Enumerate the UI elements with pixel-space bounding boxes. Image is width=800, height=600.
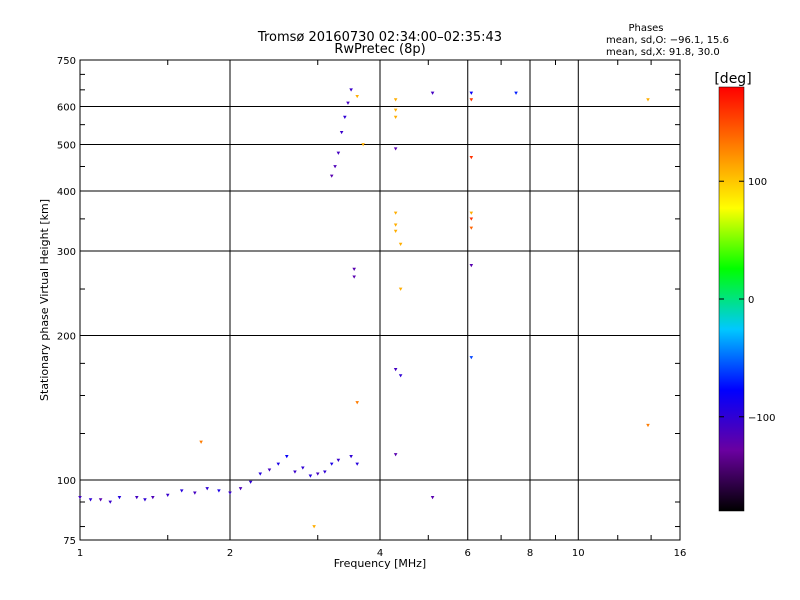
- data-point: [336, 458, 341, 462]
- data-point: [469, 263, 474, 268]
- data-point: [393, 368, 398, 372]
- y-tick-label: 600: [57, 103, 76, 114]
- data-point: [312, 525, 316, 529]
- data-point: [393, 453, 398, 457]
- data-point: [430, 91, 435, 95]
- y-tick-label: 400: [57, 187, 76, 198]
- data-point: [393, 108, 398, 112]
- y-axis-label: Stationary phase Virtual Height [km]: [38, 199, 51, 401]
- data-point: [469, 98, 474, 102]
- data-point: [346, 101, 350, 105]
- data-point: [355, 401, 359, 405]
- data-point: [646, 423, 650, 428]
- data-point: [308, 474, 313, 478]
- data-point: [293, 470, 297, 474]
- y-tick-label: 100: [57, 476, 76, 487]
- data-point: [469, 217, 474, 221]
- data-point: [258, 472, 263, 476]
- data-point: [398, 242, 403, 246]
- y-tick-label: 750: [57, 56, 76, 67]
- data-point: [199, 440, 203, 444]
- data-point: [228, 491, 232, 495]
- data-point: [355, 462, 359, 466]
- data-point: [646, 98, 650, 102]
- y-tick-label: 500: [57, 141, 76, 152]
- data-point: [469, 156, 474, 160]
- phases-line-x: mean, sd,X: 91.8, 30.0: [606, 47, 720, 58]
- colorbar-tick-label: 100: [748, 177, 767, 188]
- data-point: [134, 496, 139, 500]
- data-point: [315, 472, 320, 476]
- data-point: [393, 229, 398, 233]
- data-point: [336, 151, 341, 155]
- data-point: [469, 91, 474, 95]
- data-point: [430, 496, 435, 500]
- data-point: [143, 498, 147, 502]
- colorbar-tick-label: −100: [748, 413, 775, 424]
- data-point: [98, 498, 103, 502]
- data-point: [301, 466, 305, 470]
- data-point: [151, 496, 155, 500]
- grid-lines: [80, 60, 680, 540]
- data-point: [329, 462, 334, 466]
- data-point: [352, 267, 356, 271]
- x-tick-label: 4: [377, 548, 383, 559]
- colorbar-tick-label: 0: [748, 295, 754, 306]
- data-point: [238, 487, 243, 491]
- phases-line-o: mean, sd,O: −96.1, 15.6: [606, 35, 729, 46]
- data-point: [248, 480, 253, 484]
- x-tick-label: 10: [572, 548, 585, 559]
- title-line-2: RwPretec (8p): [334, 42, 425, 57]
- data-point: [193, 491, 197, 495]
- data-point: [469, 226, 474, 230]
- data-point: [329, 174, 334, 178]
- data-point: [117, 496, 122, 500]
- data-point: [514, 91, 518, 95]
- x-tick-label: 8: [527, 548, 533, 559]
- data-point: [398, 287, 403, 291]
- data-point: [284, 455, 289, 459]
- data-point: [355, 94, 359, 99]
- title-line-1: Tromsø 20160730 02:34:00–02:35:43: [257, 30, 502, 45]
- data-point: [78, 496, 82, 500]
- data-point: [323, 470, 327, 474]
- data-point: [343, 115, 347, 120]
- data-point: [339, 130, 344, 135]
- data-point: [393, 147, 398, 151]
- data-point: [179, 489, 184, 493]
- data-point: [333, 165, 337, 169]
- data-point: [205, 487, 209, 491]
- data-point: [88, 498, 93, 502]
- data-point: [393, 211, 398, 215]
- y-tick-label: 200: [57, 332, 76, 343]
- x-axis-label: Frequency [MHz]: [334, 557, 426, 570]
- data-point: [108, 500, 113, 504]
- axis-ticks: 1 2 4 6 8 10 16 75 100 200 300 400 500 600 750: [57, 56, 686, 559]
- colorbar-ticks: 100 0 −100: [719, 177, 775, 424]
- data-point: [267, 468, 272, 472]
- data-point: [349, 455, 353, 459]
- data-point: [393, 115, 398, 120]
- data-point: [276, 462, 281, 466]
- data-point: [469, 356, 474, 360]
- x-tick-label: 16: [674, 548, 687, 559]
- data-point: [393, 98, 398, 102]
- data-points: [78, 88, 650, 529]
- y-tick-label: 300: [57, 247, 76, 258]
- x-tick-label: 6: [465, 548, 471, 559]
- data-point: [393, 223, 398, 227]
- data-point: [217, 489, 221, 493]
- data-point: [352, 275, 356, 279]
- data-point: [349, 88, 353, 92]
- data-point: [361, 143, 365, 147]
- phases-header: Phases: [628, 23, 663, 34]
- x-tick-label: 1: [77, 548, 83, 559]
- y-tick-label: 75: [63, 536, 76, 547]
- x-tick-label: 2: [227, 548, 233, 559]
- data-point: [398, 374, 403, 378]
- data-point: [469, 211, 474, 215]
- colorbar-label: [deg]: [714, 71, 751, 87]
- data-point: [165, 493, 170, 497]
